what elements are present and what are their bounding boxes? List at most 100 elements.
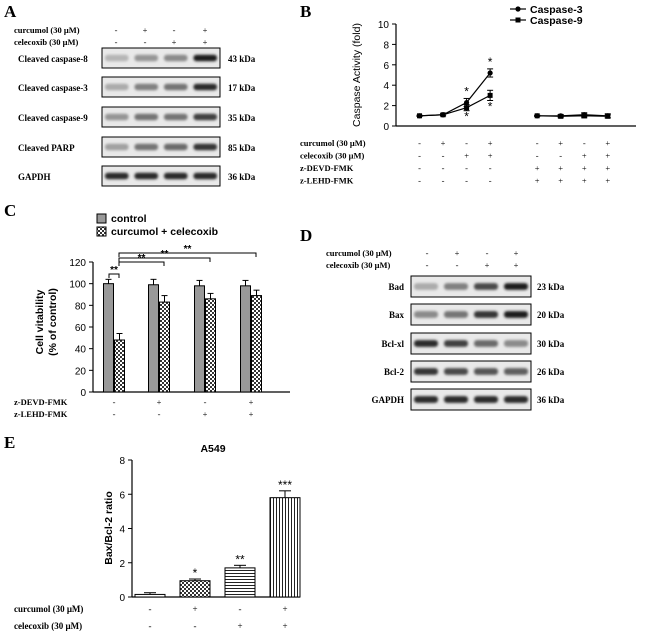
band bbox=[193, 172, 218, 180]
b-treatment-sign: + bbox=[558, 163, 563, 173]
bar bbox=[159, 301, 170, 393]
e-treatment-sign: - bbox=[239, 604, 242, 614]
blot-frame bbox=[101, 76, 221, 98]
a-blot bbox=[101, 165, 221, 187]
significance-bracket bbox=[118, 261, 165, 266]
bar bbox=[194, 285, 205, 393]
d-blot bbox=[410, 360, 532, 383]
legend-label: Caspase-9 bbox=[530, 15, 583, 27]
c-treatment-sign: - bbox=[113, 397, 116, 407]
c-treatment-label: z-LEHD-FMK bbox=[14, 409, 68, 419]
significance-label: ** bbox=[184, 244, 192, 255]
band bbox=[504, 311, 528, 318]
panel-b-letter: B bbox=[300, 2, 311, 21]
band bbox=[474, 368, 498, 375]
a-blot bbox=[101, 106, 221, 128]
y-tick-label: 10 bbox=[378, 20, 390, 31]
d-blot-label: Bcl-xl bbox=[382, 339, 405, 349]
d-blot bbox=[410, 275, 532, 298]
significance-label: ** bbox=[161, 249, 169, 260]
panel-d: D curcumol (30 μM) - + - + celecoxib (30 μM) -… bbox=[300, 226, 565, 411]
data-point bbox=[487, 70, 493, 76]
y-axis-label: Bax/Bcl-2 ratio bbox=[103, 491, 115, 565]
d-blot-kda: 26 kDa bbox=[537, 367, 565, 377]
d-treatment-sign: - bbox=[456, 260, 459, 270]
b-treatment-sign: + bbox=[488, 151, 493, 161]
b-treatment-sign: + bbox=[441, 138, 446, 148]
band bbox=[134, 172, 159, 180]
data-point bbox=[463, 99, 470, 106]
significance-star: * bbox=[488, 100, 493, 114]
b-treatment-sign: + bbox=[582, 163, 587, 173]
band bbox=[474, 396, 498, 403]
b-treatment-sign: + bbox=[464, 151, 469, 161]
bar bbox=[103, 283, 114, 393]
d-blot-kda: 20 kDa bbox=[537, 310, 565, 320]
series-caspase-9 bbox=[416, 89, 611, 119]
b-treatment-sign: + bbox=[605, 176, 610, 186]
y-tick-label: 2 bbox=[383, 102, 389, 113]
d-blot-label: Bax bbox=[389, 310, 405, 320]
bar bbox=[205, 298, 216, 393]
band bbox=[474, 283, 498, 290]
legend-label: Caspase-3 bbox=[530, 4, 583, 16]
series-line bbox=[419, 94, 491, 117]
bar bbox=[114, 339, 125, 393]
b-treatment-sign: - bbox=[418, 163, 421, 173]
b-treatment-sign: - bbox=[442, 151, 445, 161]
blot-frame bbox=[410, 360, 532, 383]
a-treatment-sign: - bbox=[173, 25, 176, 35]
blot-frame bbox=[101, 136, 221, 158]
a-blot-label: Cleaved PARP bbox=[18, 143, 75, 153]
data-point bbox=[440, 112, 446, 118]
blot-frame bbox=[410, 303, 532, 326]
blot-frame bbox=[410, 332, 532, 355]
panel-b: B 0 2 4 6 8 10 Caspase Activity (fold) * * * * Casp… bbox=[300, 2, 636, 186]
panel-a-blots: Cleaved caspase-8 43 kDa Cleaved caspase-3… bbox=[18, 47, 256, 187]
band bbox=[193, 54, 218, 62]
data-point bbox=[581, 113, 587, 119]
d-treatment-sign: + bbox=[514, 260, 519, 270]
legend-label: control bbox=[111, 213, 147, 225]
a-blot-label: Cleaved caspase-9 bbox=[18, 113, 88, 123]
c-treatment-sign: + bbox=[249, 409, 254, 419]
b-treatment-sign: + bbox=[558, 176, 563, 186]
band bbox=[134, 143, 159, 151]
bar bbox=[179, 580, 211, 598]
band bbox=[104, 172, 129, 180]
a-blot bbox=[101, 136, 221, 158]
d-blot-label: Bcl-2 bbox=[384, 367, 404, 377]
b-treatment-sign: + bbox=[582, 176, 587, 186]
series-caspase-3 bbox=[416, 68, 611, 119]
significance-bracket bbox=[118, 252, 257, 257]
band bbox=[414, 311, 438, 318]
band bbox=[504, 283, 528, 290]
a-treatment-label: celecoxib (30 μM) bbox=[14, 37, 78, 47]
d-treatment-sign: - bbox=[426, 260, 429, 270]
c-treatment-sign: + bbox=[157, 397, 162, 407]
bar bbox=[224, 567, 256, 598]
data-point bbox=[487, 92, 493, 98]
band bbox=[163, 83, 188, 91]
y-tick-label: 120 bbox=[69, 258, 86, 269]
band bbox=[193, 113, 218, 121]
band bbox=[163, 172, 188, 180]
b-treatment-sign: + bbox=[582, 151, 587, 161]
d-treatment-sign: + bbox=[455, 248, 460, 258]
band bbox=[134, 113, 159, 121]
b-treatment-sign: - bbox=[536, 138, 539, 148]
b-treatment-label: z-DEVD-FMK bbox=[300, 163, 354, 173]
band bbox=[104, 113, 129, 121]
panel-a: A curcumol (30 μM) - + - + celecoxib (30 μM) -… bbox=[4, 2, 256, 187]
a-blot-kda: 35 kDa bbox=[228, 113, 256, 123]
a-treatment-sign: - bbox=[144, 37, 147, 47]
e-treatment-sign: + bbox=[282, 604, 287, 614]
b-treatment-sign: - bbox=[442, 163, 445, 173]
data-point bbox=[534, 113, 540, 119]
y-tick-label: 0 bbox=[80, 388, 86, 399]
data-point bbox=[464, 105, 470, 111]
band bbox=[414, 340, 438, 347]
panel-d-blots: Bad 23 kDa Bax 20 kDa Bcl-xl 30 kDa Bcl-2 26 kD… bbox=[372, 275, 565, 411]
a-treatment-sign: + bbox=[143, 25, 148, 35]
b-treatment-sign: - bbox=[418, 151, 421, 161]
